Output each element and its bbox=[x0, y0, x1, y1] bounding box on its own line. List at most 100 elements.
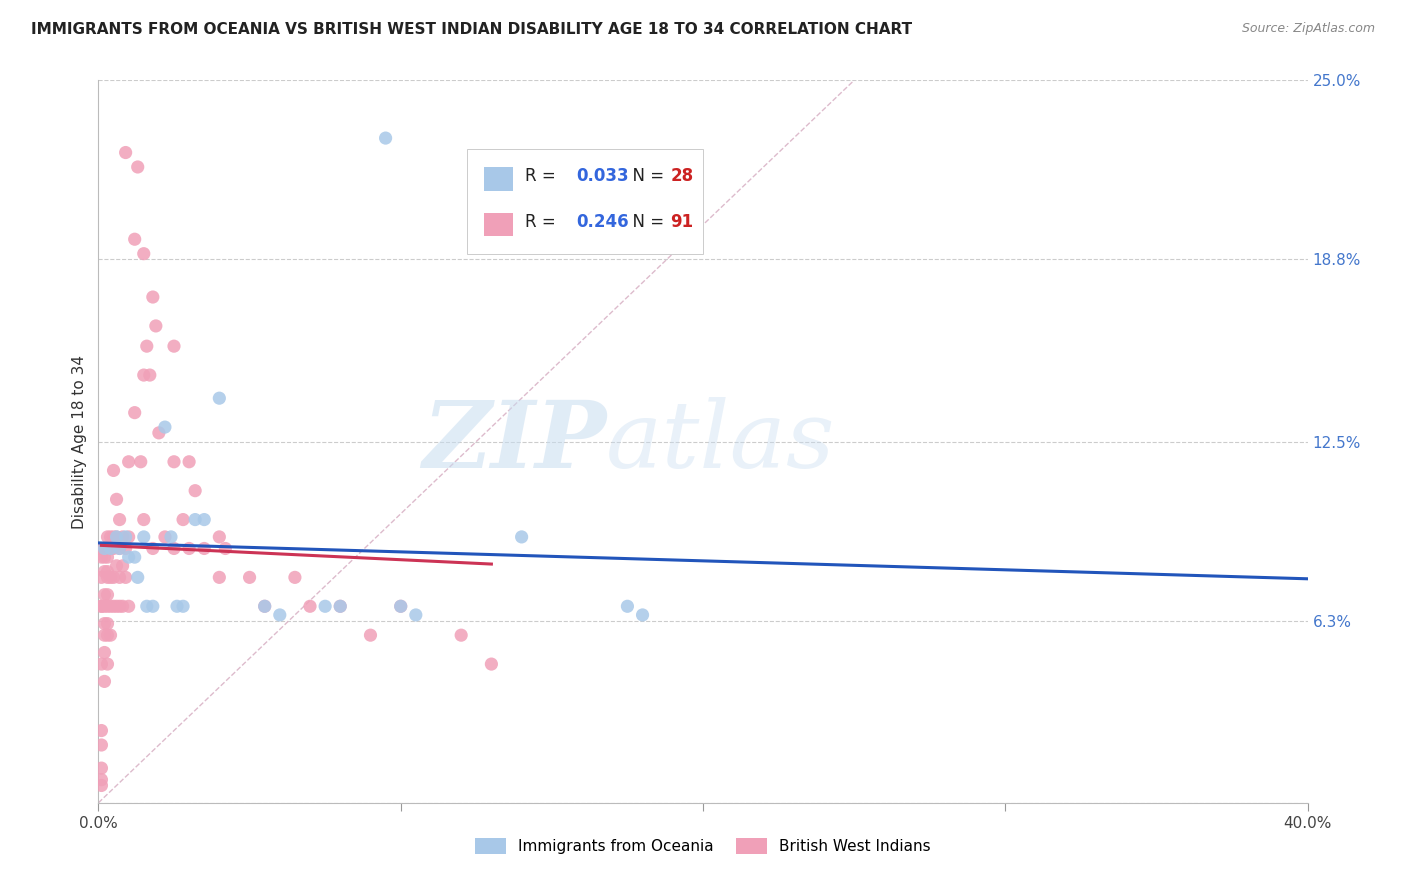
Point bbox=[142, 290, 165, 304]
Point bbox=[166, 599, 188, 614]
Point bbox=[132, 246, 155, 260]
Point bbox=[193, 512, 215, 526]
Point bbox=[127, 160, 149, 174]
Point bbox=[374, 131, 396, 145]
Point bbox=[111, 558, 134, 573]
Point bbox=[132, 530, 155, 544]
Point bbox=[163, 455, 186, 469]
Legend: Immigrants from Oceania, British West Indians: Immigrants from Oceania, British West In… bbox=[470, 832, 936, 860]
Point bbox=[450, 628, 472, 642]
Point bbox=[111, 530, 134, 544]
Point bbox=[389, 599, 412, 614]
Point bbox=[208, 530, 231, 544]
Text: N =: N = bbox=[621, 168, 669, 186]
Point bbox=[299, 599, 322, 614]
Point bbox=[163, 541, 186, 556]
Point bbox=[114, 145, 136, 160]
Text: atlas: atlas bbox=[606, 397, 835, 486]
Point bbox=[118, 550, 141, 565]
Point bbox=[90, 657, 112, 671]
Point bbox=[118, 530, 141, 544]
Point bbox=[90, 541, 112, 556]
Point bbox=[153, 530, 176, 544]
Text: N =: N = bbox=[621, 213, 669, 231]
Point bbox=[100, 628, 122, 642]
Point bbox=[96, 565, 118, 579]
Point bbox=[179, 541, 201, 556]
Text: R =: R = bbox=[526, 213, 561, 231]
Point bbox=[616, 599, 638, 614]
Point bbox=[253, 599, 276, 614]
Point bbox=[135, 599, 157, 614]
Point bbox=[108, 541, 131, 556]
Point bbox=[124, 406, 146, 420]
Point bbox=[127, 570, 149, 584]
Point bbox=[193, 541, 215, 556]
Point bbox=[90, 761, 112, 775]
Point bbox=[124, 232, 146, 246]
Point bbox=[96, 628, 118, 642]
Point bbox=[108, 599, 131, 614]
Point bbox=[314, 599, 336, 614]
Point bbox=[93, 541, 115, 556]
Point bbox=[139, 368, 162, 382]
Point bbox=[114, 570, 136, 584]
Point bbox=[118, 455, 141, 469]
Text: 91: 91 bbox=[671, 213, 693, 231]
Point bbox=[105, 492, 128, 507]
Point bbox=[108, 541, 131, 556]
Y-axis label: Disability Age 18 to 34: Disability Age 18 to 34 bbox=[72, 354, 87, 529]
Point bbox=[100, 530, 122, 544]
Point bbox=[405, 607, 427, 622]
Point bbox=[93, 550, 115, 565]
Point bbox=[100, 541, 122, 556]
Point bbox=[105, 558, 128, 573]
Point bbox=[90, 779, 112, 793]
Point bbox=[135, 339, 157, 353]
Point bbox=[90, 738, 112, 752]
Point bbox=[103, 541, 125, 556]
Point bbox=[148, 425, 170, 440]
Point bbox=[103, 570, 125, 584]
Point bbox=[105, 599, 128, 614]
Point bbox=[96, 588, 118, 602]
Text: ZIP: ZIP bbox=[422, 397, 606, 486]
Point bbox=[93, 588, 115, 602]
Point bbox=[96, 599, 118, 614]
Point bbox=[142, 599, 165, 614]
Point bbox=[132, 512, 155, 526]
Point bbox=[93, 541, 115, 556]
Text: R =: R = bbox=[526, 168, 561, 186]
Point bbox=[108, 570, 131, 584]
Point bbox=[93, 616, 115, 631]
Point bbox=[269, 607, 291, 622]
Point bbox=[118, 599, 141, 614]
Point bbox=[172, 599, 194, 614]
Point bbox=[184, 512, 207, 526]
Point bbox=[208, 391, 231, 405]
Point bbox=[214, 541, 236, 556]
FancyBboxPatch shape bbox=[484, 167, 513, 191]
Point bbox=[124, 550, 146, 565]
Point bbox=[90, 599, 112, 614]
Point bbox=[105, 530, 128, 544]
Point bbox=[100, 599, 122, 614]
Point bbox=[142, 541, 165, 556]
Point bbox=[103, 599, 125, 614]
Point bbox=[93, 628, 115, 642]
Text: 0.033: 0.033 bbox=[576, 168, 628, 186]
Point bbox=[105, 530, 128, 544]
Point bbox=[129, 455, 152, 469]
Point bbox=[329, 599, 352, 614]
Point bbox=[96, 570, 118, 584]
Point bbox=[631, 607, 654, 622]
Point bbox=[108, 512, 131, 526]
Point bbox=[96, 550, 118, 565]
Point bbox=[100, 570, 122, 584]
Point bbox=[114, 541, 136, 556]
Point bbox=[103, 530, 125, 544]
Point bbox=[103, 463, 125, 477]
Point bbox=[163, 339, 186, 353]
Point bbox=[239, 570, 262, 584]
Point bbox=[481, 657, 503, 671]
